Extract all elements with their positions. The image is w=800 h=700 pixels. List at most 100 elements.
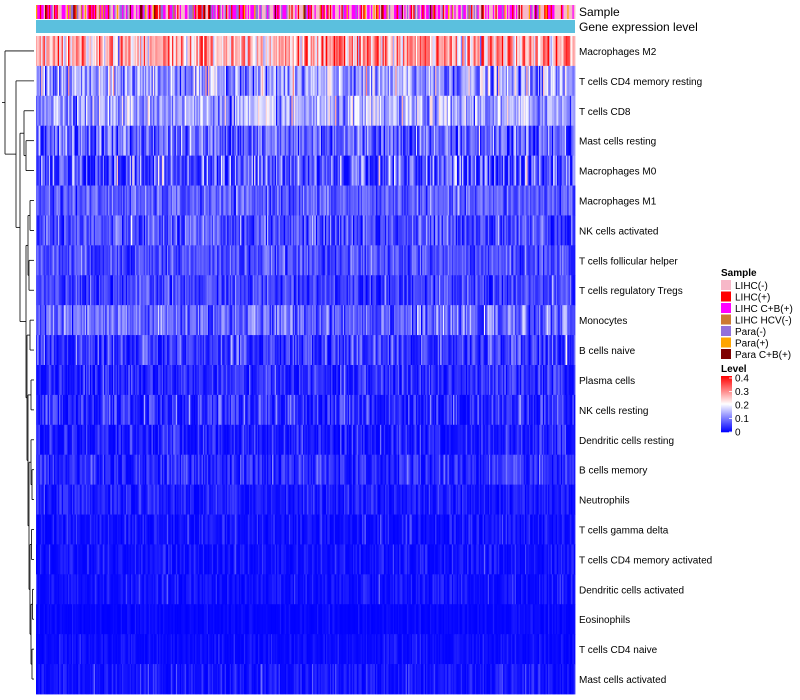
heatmap-cell [102,275,105,306]
heatmap-cell [526,275,528,306]
heatmap-cell [373,275,376,306]
heatmap-cell [38,65,41,97]
heatmap-cell [462,125,464,157]
sample-annotation-cell [181,5,183,19]
heatmap-cell [453,245,455,276]
sample-annotation-cell [377,5,380,19]
heatmap-cell [390,275,392,306]
heatmap-cell [188,215,191,246]
heatmap-cell [377,245,380,276]
sample-annotation-cell [412,5,414,19]
heatmap-cell [247,275,250,306]
heatmap-cell [74,95,77,127]
heatmap-cell [222,185,224,216]
sample-annotation-cell [464,5,467,19]
heatmap-cell [387,65,390,97]
heatmap-cell [100,305,102,336]
heatmap-cell [299,275,301,306]
heatmap-cell [102,36,105,67]
heatmap-cell [302,185,305,216]
heatmap-cell [218,185,220,216]
heatmap-cell [319,245,322,276]
sample-annotation-cell [59,5,61,19]
heatmap-cell [429,275,432,306]
heatmap-cell [352,335,355,366]
heatmap-cell [243,215,246,246]
heatmap-cell [319,215,322,246]
heatmap-cell [272,155,274,186]
heatmap-cell [515,125,518,157]
heatmap-cell [508,305,510,336]
heatmap-cell [356,185,359,216]
heatmap-cell [433,215,436,246]
heatmap-cell [69,125,72,157]
heatmap-cell [143,36,146,67]
heatmap-cell [370,215,373,246]
heatmap-cell [129,36,132,67]
heatmap-cell [381,155,383,186]
sample-annotation-cell [494,5,496,19]
heatmap-cell [65,36,68,67]
heatmap-cell [246,36,249,67]
heatmap-cell [347,36,350,67]
sample-annotation-cell [518,5,521,19]
heatmap-cell [74,36,77,67]
heatmap-cell [50,155,52,186]
heatmap-cell [243,65,246,97]
heatmap-cell [157,275,160,306]
heatmap-cell [387,245,390,276]
heatmap-cell [68,305,70,336]
heatmap-cell [513,36,516,67]
heatmap-cell [216,335,219,366]
heatmap-cell [284,275,287,306]
sample-annotation-cell [350,5,353,19]
heatmap-cell [513,275,516,306]
heatmap-cell [352,245,355,276]
sample-annotation-cell [155,5,158,19]
heatmap-cell [566,65,568,97]
heatmap-cell [224,155,227,186]
heatmap-cell [204,305,206,336]
heatmap-cell [359,215,362,246]
heatmap-cell [471,155,473,186]
heatmap-cell [528,185,531,216]
heatmap-cell [245,125,247,157]
heatmap-cell [215,36,218,67]
heatmap-cell [309,305,312,336]
heatmap-cell [553,36,555,67]
heatmap-cell [118,95,120,127]
heatmap-cell [190,215,192,246]
heatmap-cell [223,305,226,336]
heatmap-cell [501,215,504,246]
heatmap-cell [201,65,204,97]
sample-annotation-cell [270,5,273,19]
heatmap-cell [70,125,73,157]
heatmap-cell [349,215,351,246]
heatmap-cell [83,335,86,366]
heatmap-cell [521,65,523,97]
heatmap-cell [201,95,204,127]
heatmap-cell [530,215,532,246]
heatmap-cell [175,95,178,127]
heatmap-cell [188,65,191,97]
heatmap-cell [225,95,228,127]
heatmap-cell [304,95,306,127]
heatmap-cell [129,245,132,276]
heatmap-cell [341,305,344,336]
sample-annotation-cell [296,5,299,19]
sample-annotation-cell [533,5,536,19]
heatmap-cell [571,245,573,276]
heatmap-cell [450,185,453,216]
heatmap-cell [223,155,226,186]
heatmap-cell [564,95,567,127]
heatmap-cell [421,305,423,336]
heatmap-cell [277,275,279,306]
heatmap-cell [554,125,557,157]
heatmap-cell [287,36,290,67]
heatmap-cell [169,275,172,306]
heatmap-cell [422,95,424,127]
heatmap-cell [78,275,81,306]
heatmap-cell [409,215,412,246]
heatmap-cell [109,305,111,336]
sample-annotation-cell [491,5,494,19]
